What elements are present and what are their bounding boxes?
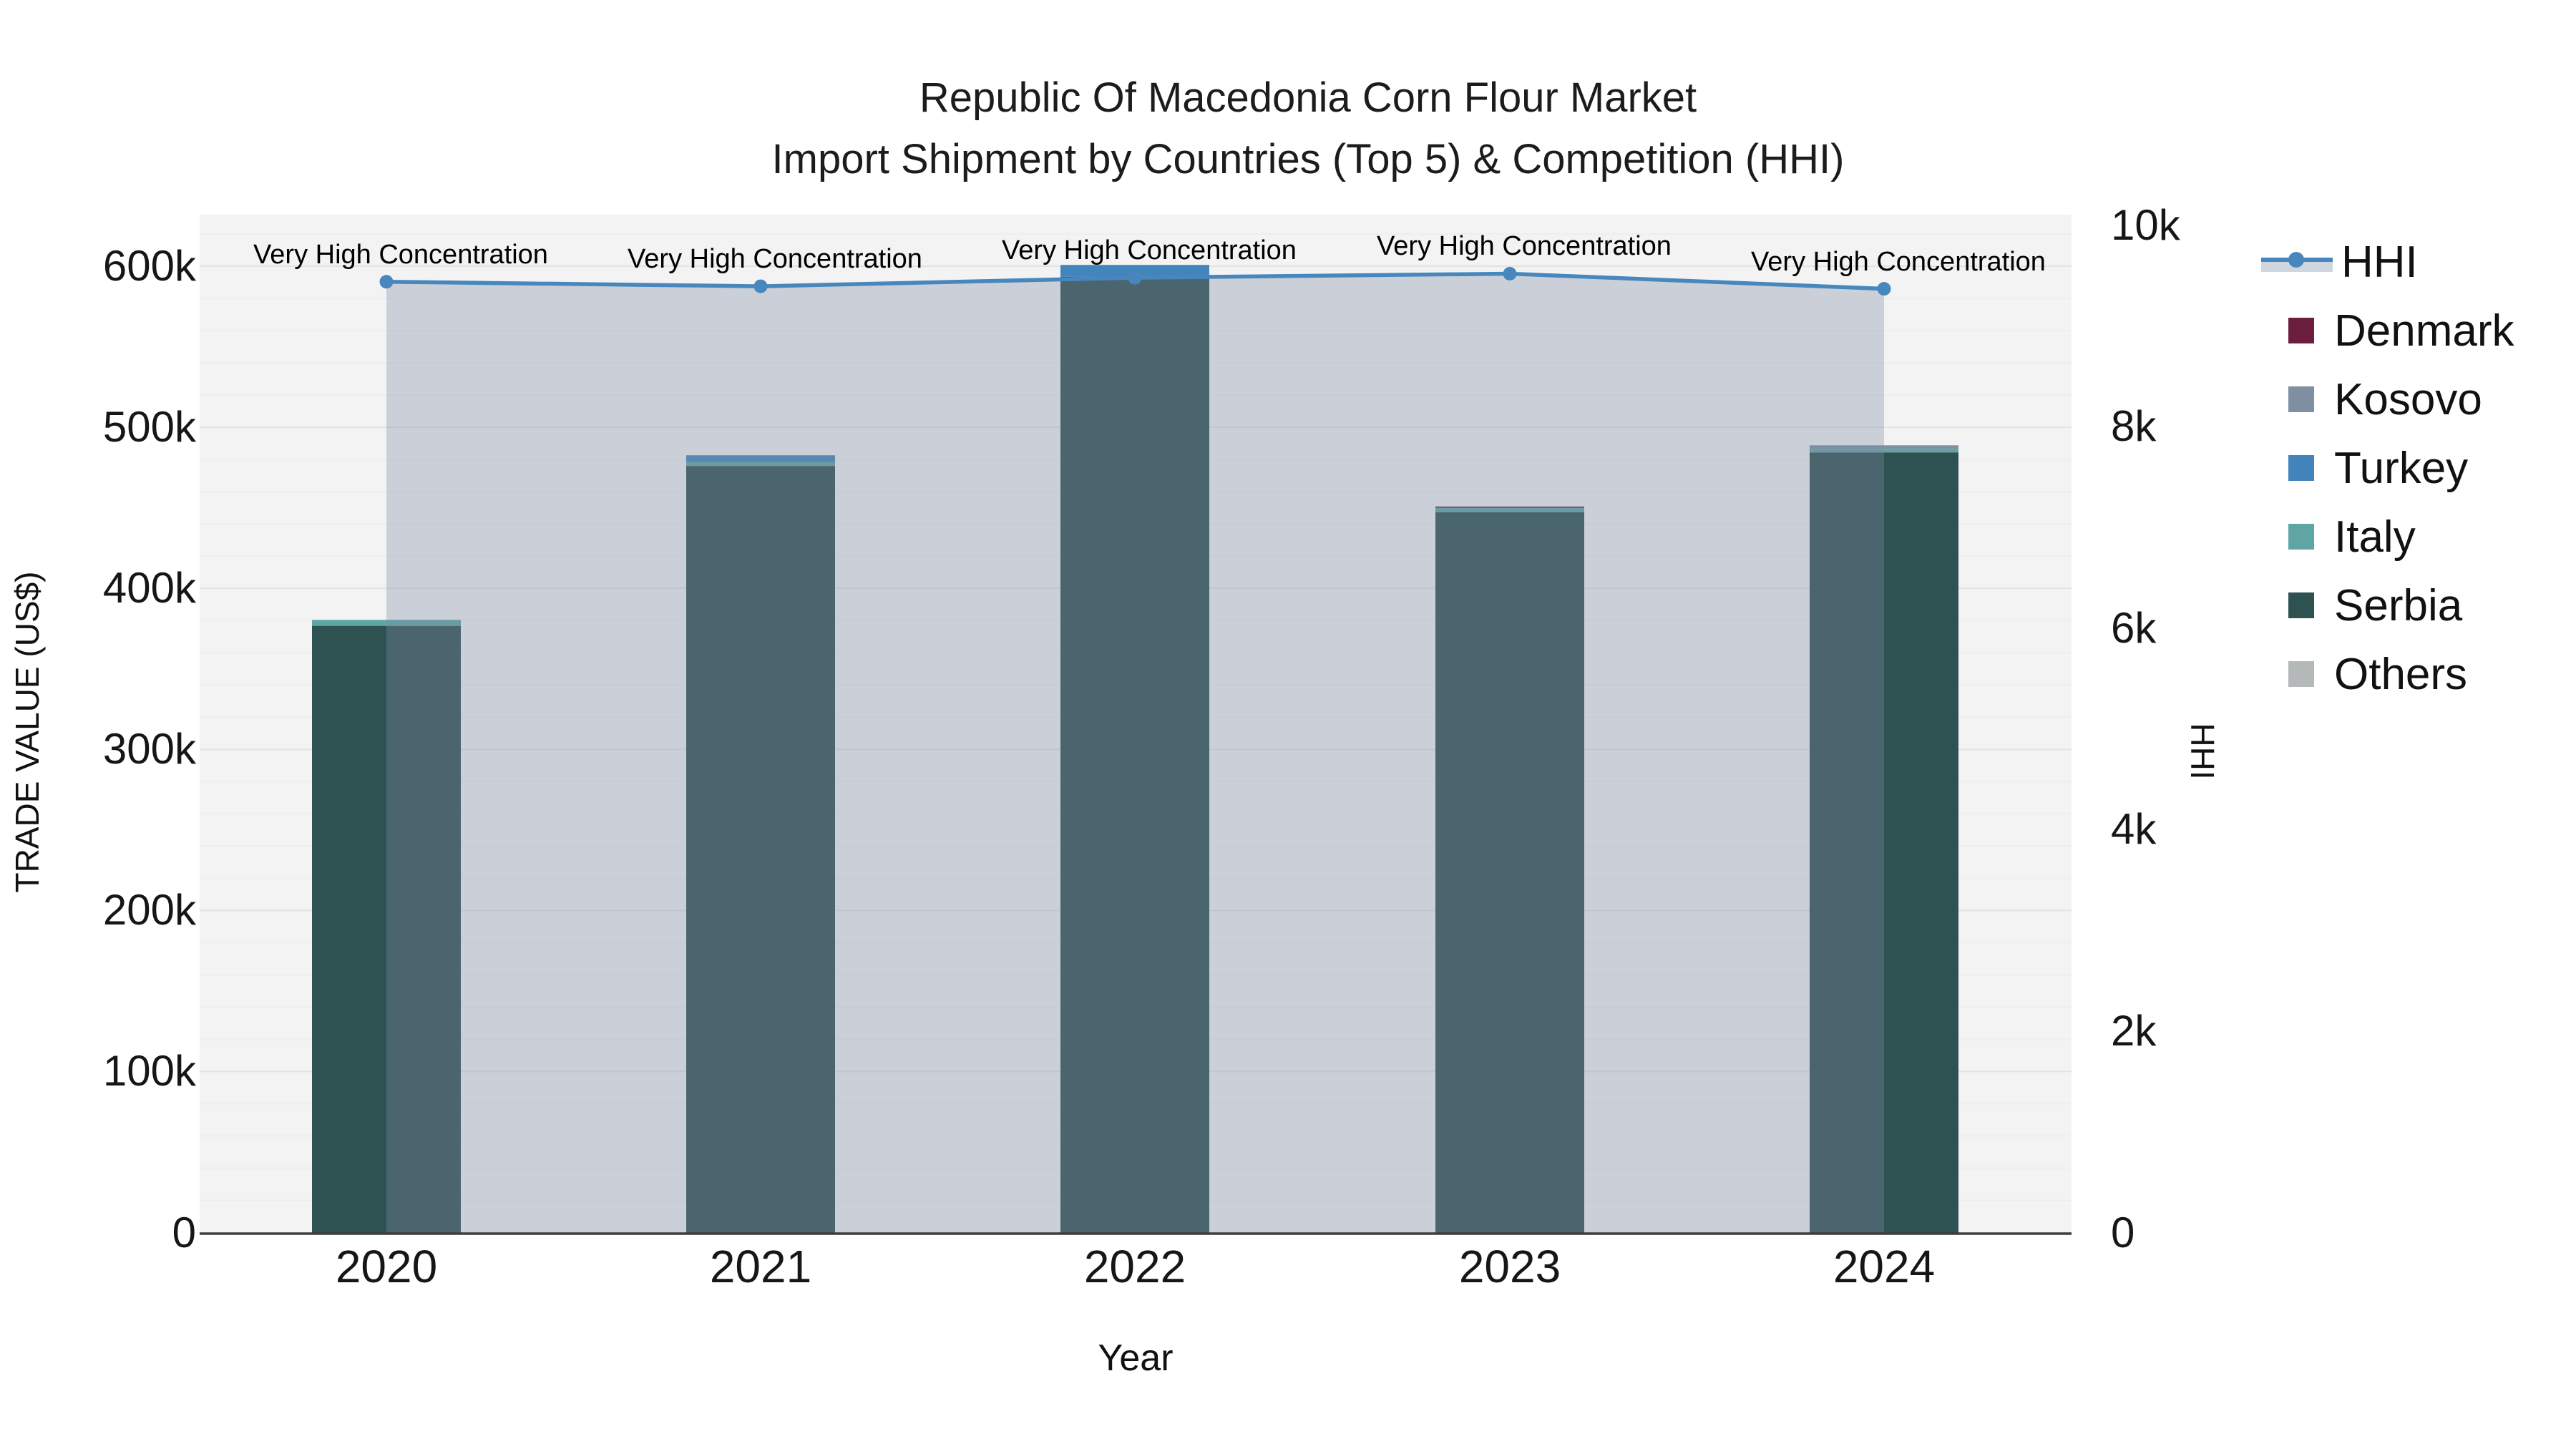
- bar-segment-italy-2023[interactable]: [1435, 507, 1584, 512]
- hhi-area-fill: [386, 273, 1884, 1233]
- bar-segment-denmark-2023[interactable]: [1435, 506, 1584, 508]
- x-tick-2021: 2021: [709, 1241, 812, 1292]
- legend-label-hhi: HHI: [2341, 237, 2418, 287]
- legend-item-hhi[interactable]: HHI: [2261, 228, 2514, 296]
- legend: HHI Denmark Kosovo Turkey Italy Serbia Others: [2261, 228, 2514, 708]
- annotation-2021: Very High Concentration: [628, 244, 922, 275]
- legend-item-turkey[interactable]: Turkey: [2261, 434, 2514, 502]
- x-tick-2022: 2022: [1083, 1241, 1186, 1292]
- bar-segment-serbia-2022[interactable]: [1060, 276, 1209, 1233]
- legend-label-serbia: Serbia: [2334, 580, 2463, 630]
- y-left-tick-500k: 500k: [102, 403, 196, 452]
- legend-label-italy: Italy: [2334, 512, 2416, 562]
- annotation-2024: Very High Concentration: [1751, 246, 2046, 277]
- legend-swatch-serbia-icon: [2288, 592, 2314, 618]
- annotation-2020: Very High Concentration: [253, 239, 548, 270]
- x-tick-2020: 2020: [335, 1241, 438, 1292]
- legend-swatch-italy-icon: [2288, 524, 2314, 550]
- y-left-tick-300k: 300k: [102, 725, 196, 774]
- hhi-line-swatch-icon: [2261, 246, 2333, 278]
- bar-segment-kosovo-2024[interactable]: [1810, 445, 1958, 449]
- bar-segment-italy-2021[interactable]: [686, 462, 835, 467]
- hhi-marker-2021[interactable]: [753, 279, 768, 293]
- hhi-marker-2020[interactable]: [379, 275, 394, 289]
- x-axis-title: Year: [1098, 1337, 1174, 1379]
- x-tick-2024: 2024: [1833, 1241, 1936, 1292]
- y-right-tick-8k: 8k: [2111, 402, 2157, 451]
- legend-item-serbia[interactable]: Serbia: [2261, 571, 2514, 640]
- legend-item-italy[interactable]: Italy: [2261, 502, 2514, 571]
- chart-title-line-2: Import Shipment by Countries (Top 5) & C…: [771, 136, 1845, 182]
- bar-segment-italy-2020[interactable]: [312, 620, 461, 626]
- bar-segment-serbia-2020[interactable]: [312, 625, 461, 1233]
- y-left-tick-0: 0: [172, 1208, 196, 1257]
- legend-item-others[interactable]: Others: [2261, 640, 2514, 708]
- y-right-tick-10k: 10k: [2111, 200, 2180, 249]
- annotation-2023: Very High Concentration: [1377, 231, 1672, 262]
- legend-swatch-denmark-icon: [2288, 318, 2314, 343]
- hhi-marker-2024[interactable]: [1877, 282, 1891, 296]
- hhi-marker-2023[interactable]: [1503, 266, 1517, 280]
- y-right-tick-0: 0: [2111, 1208, 2135, 1257]
- legend-label-others: Others: [2334, 649, 2468, 699]
- legend-swatch-others-icon: [2288, 661, 2314, 687]
- x-tick-2023: 2023: [1458, 1241, 1561, 1292]
- annotation-2022: Very High Concentration: [1002, 235, 1297, 266]
- bar-segment-serbia-2021[interactable]: [686, 466, 835, 1233]
- chart-title-line-1: Republic Of Macedonia Corn Flour Market: [919, 74, 1697, 121]
- bar-segment-turkey-2021[interactable]: [686, 455, 835, 462]
- bar-segment-italy-2024[interactable]: [1810, 449, 1958, 453]
- y-left-tick-600k: 600k: [102, 242, 196, 291]
- legend-swatch-kosovo-icon: [2288, 386, 2314, 412]
- bar-segment-serbia-2023[interactable]: [1435, 512, 1584, 1233]
- legend-label-turkey: Turkey: [2334, 443, 2469, 493]
- y-left-tick-200k: 200k: [102, 886, 196, 935]
- legend-label-kosovo: Kosovo: [2334, 374, 2482, 424]
- y-axis-right-title: HHI: [2184, 723, 2221, 780]
- y-right-tick-4k: 4k: [2111, 805, 2157, 854]
- y-right-tick-2k: 2k: [2111, 1006, 2157, 1055]
- y-right-tick-6k: 6k: [2111, 603, 2157, 652]
- y-left-tick-400k: 400k: [102, 564, 196, 613]
- y-left-tick-100k: 100k: [102, 1047, 196, 1096]
- legend-item-kosovo[interactable]: Kosovo: [2261, 365, 2514, 434]
- hhi-marker-2022[interactable]: [1128, 270, 1142, 285]
- legend-item-denmark[interactable]: Denmark: [2261, 296, 2514, 365]
- legend-swatch-turkey-icon: [2288, 455, 2314, 481]
- bar-segment-turkey-2022[interactable]: [1060, 265, 1209, 277]
- legend-label-denmark: Denmark: [2334, 306, 2514, 356]
- bar-segment-serbia-2024[interactable]: [1810, 452, 1958, 1233]
